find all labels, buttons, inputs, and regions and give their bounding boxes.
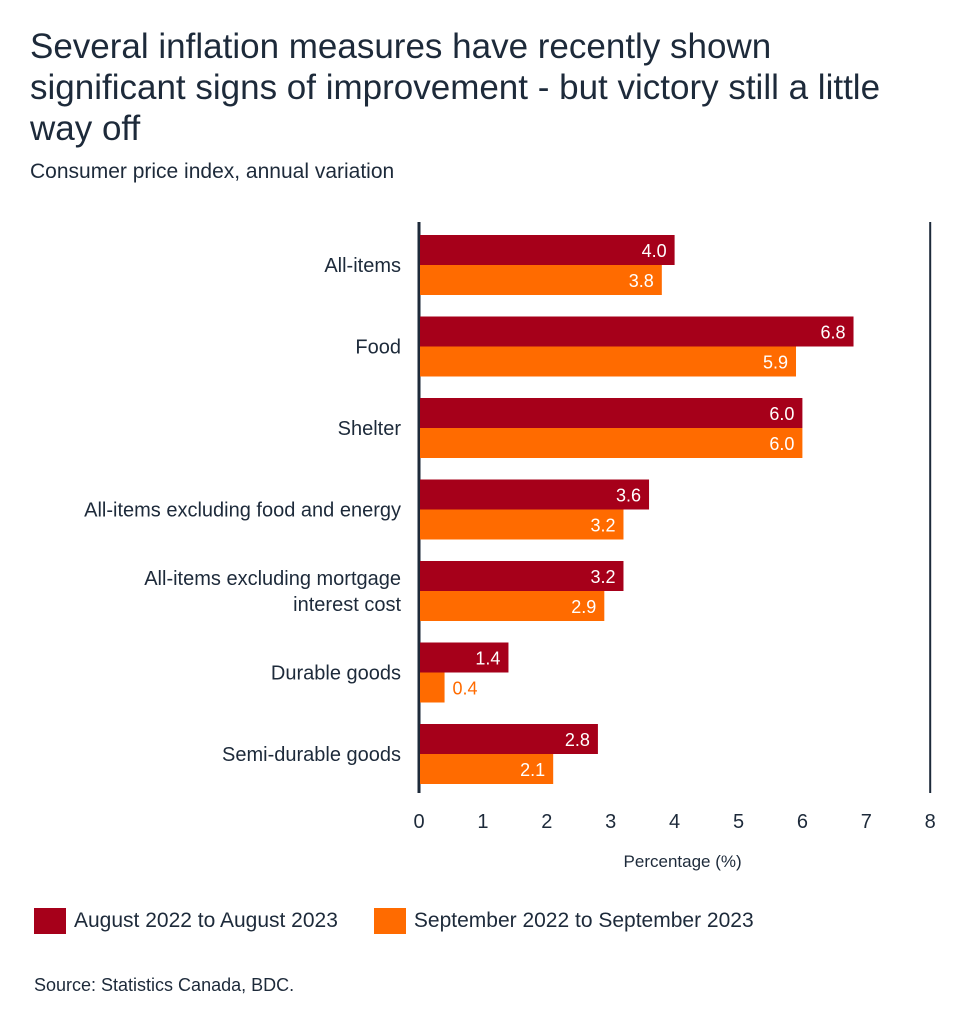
data-label-series-1: 4.0	[642, 241, 667, 261]
bar-series-1	[420, 561, 624, 591]
legend-swatch-series-2	[373, 908, 406, 934]
category-label: All-items	[324, 255, 401, 277]
data-label-series-1: 3.6	[616, 486, 641, 506]
category-label: Durable goods	[271, 663, 401, 685]
data-label-series-2: 0.4	[453, 679, 478, 699]
bar-series-2	[420, 265, 662, 295]
x-tick-label: 3	[605, 811, 616, 833]
x-tick-label: 1	[477, 811, 488, 833]
data-label-series-2: 3.2	[590, 516, 615, 536]
chart-subtitle: Consumer price index, annual variation	[30, 160, 395, 183]
bar-series-2	[420, 591, 605, 621]
bar-series-2	[420, 754, 554, 784]
x-tick-label: 0	[413, 811, 424, 833]
x-tick-label: 4	[669, 811, 680, 833]
bar-series-1	[420, 398, 803, 428]
legend: August 2022 to August 2023 September 202…	[34, 908, 790, 934]
source-note: Source: Statistics Canada, BDC.	[34, 975, 295, 995]
data-label-series-1: 6.8	[820, 323, 845, 343]
category-label: Food	[355, 337, 401, 359]
legend-item-series-1: August 2022 to August 2023	[34, 908, 338, 934]
legend-swatch-series-1	[34, 908, 66, 934]
bar-series-2	[420, 346, 797, 377]
data-label-series-1: 1.4	[475, 649, 500, 669]
data-label-series-2: 2.9	[571, 597, 596, 617]
bar-series-2	[420, 672, 445, 703]
chart-title: Several inflation measures have recently…	[30, 27, 881, 148]
data-label-series-2: 3.8	[629, 271, 654, 291]
bar-series-1	[420, 316, 854, 347]
x-tick-label: 2	[541, 811, 552, 833]
data-label-series-1: 2.8	[565, 730, 590, 750]
x-axis-label: Percentage (%)	[624, 852, 742, 871]
bar-series-2	[420, 509, 624, 540]
bar-series-1	[420, 642, 509, 673]
bar-series-1	[420, 724, 598, 754]
legend-label-series-2: September 2022 to September 2023	[413, 909, 754, 932]
category-label: Semi-durable goods	[222, 744, 401, 766]
bar-series-1	[420, 235, 675, 265]
category-label: All-items excluding mortgage interest cos…	[144, 568, 401, 616]
bar-chart: All-items 4.0 3.8 Food 6.8 5.9 Shelter 6.0 6.0 Al…	[84, 222, 936, 871]
data-label-series-1: 6.0	[769, 404, 794, 424]
x-tick-label: 7	[861, 811, 872, 833]
data-label-series-2: 2.1	[520, 760, 545, 780]
legend-item-series-2: September 2022 to September 2023	[373, 908, 754, 934]
data-label-series-1: 3.2	[590, 567, 615, 587]
data-label-series-2: 5.9	[763, 353, 788, 373]
legend-label-series-1: August 2022 to August 2023	[74, 909, 338, 932]
category-label: Shelter	[338, 418, 402, 440]
x-tick-label: 5	[733, 811, 744, 833]
bar-series-2	[420, 428, 803, 458]
category-label: All-items excluding food and energy	[84, 500, 401, 522]
x-tick-label: 6	[797, 811, 808, 833]
data-label-series-2: 6.0	[769, 434, 794, 454]
x-tick-label: 8	[925, 811, 936, 833]
bar-series-1	[420, 479, 650, 510]
